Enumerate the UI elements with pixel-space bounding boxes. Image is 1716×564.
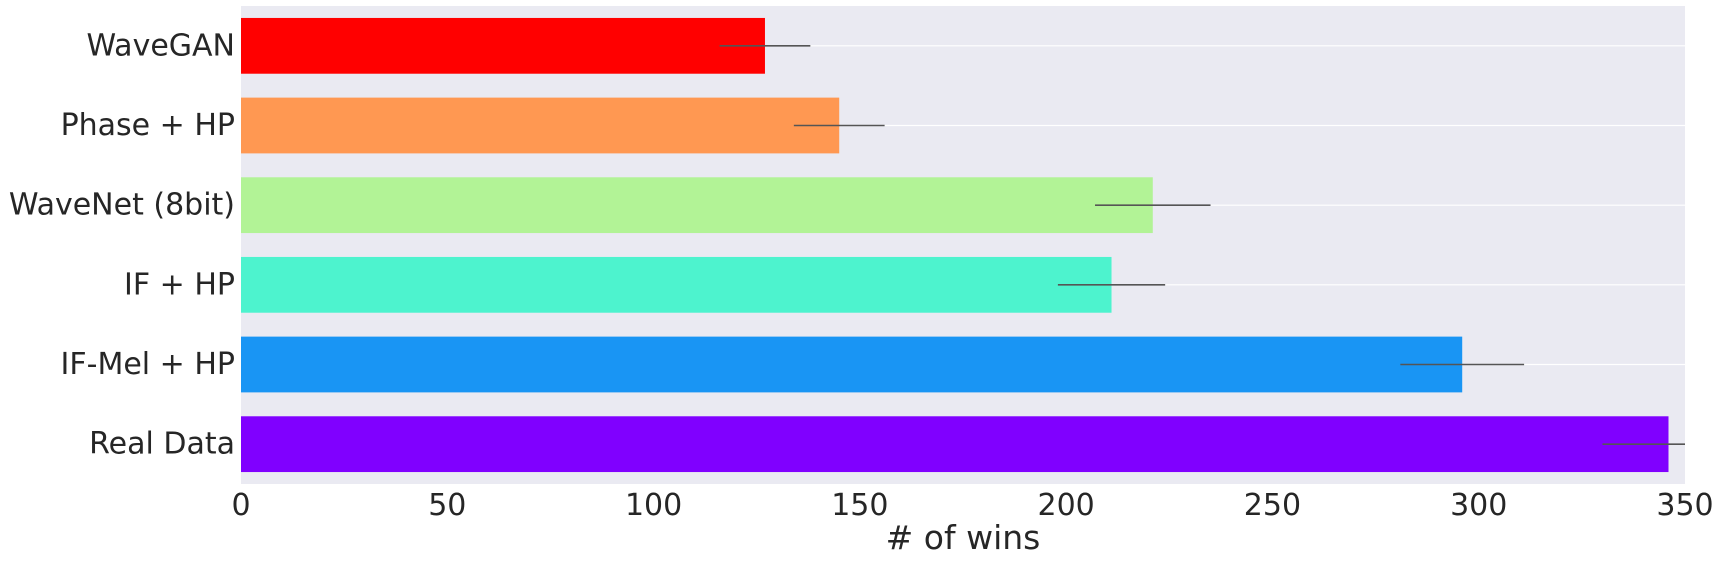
bar [241, 97, 840, 154]
x-tick-label: 350 [1656, 488, 1713, 523]
x-tick-label: 250 [1244, 488, 1301, 523]
category-label: IF-Mel + HP [61, 347, 235, 382]
bar [241, 336, 1463, 393]
bar [241, 416, 1669, 473]
category-label: Real Data [89, 427, 235, 462]
plot-area [241, 6, 1685, 484]
category-label: WaveGAN [86, 28, 235, 63]
x-tick-label: 0 [231, 488, 250, 523]
bars [241, 17, 1669, 473]
category-label: IF + HP [124, 267, 235, 302]
bar [241, 17, 765, 74]
x-tick-labels: 0 50 100 150 200 250 300 350 [231, 488, 1713, 523]
bar [241, 177, 1153, 234]
x-axis-label: # of wins [886, 518, 1041, 557]
category-labels: WaveGAN Phase + HP WaveNet (8bit) IF + HP IF… [9, 28, 235, 461]
category-label: Phase + HP [61, 108, 235, 143]
x-tick-label: 150 [831, 488, 888, 523]
x-tick-label: 100 [625, 488, 682, 523]
x-tick-label: 50 [428, 488, 466, 523]
x-tick-label: 300 [1450, 488, 1507, 523]
bar [241, 256, 1112, 313]
category-label: WaveNet (8bit) [9, 188, 235, 223]
error-bars [719, 45, 1685, 445]
x-tick-label: 200 [1038, 488, 1095, 523]
